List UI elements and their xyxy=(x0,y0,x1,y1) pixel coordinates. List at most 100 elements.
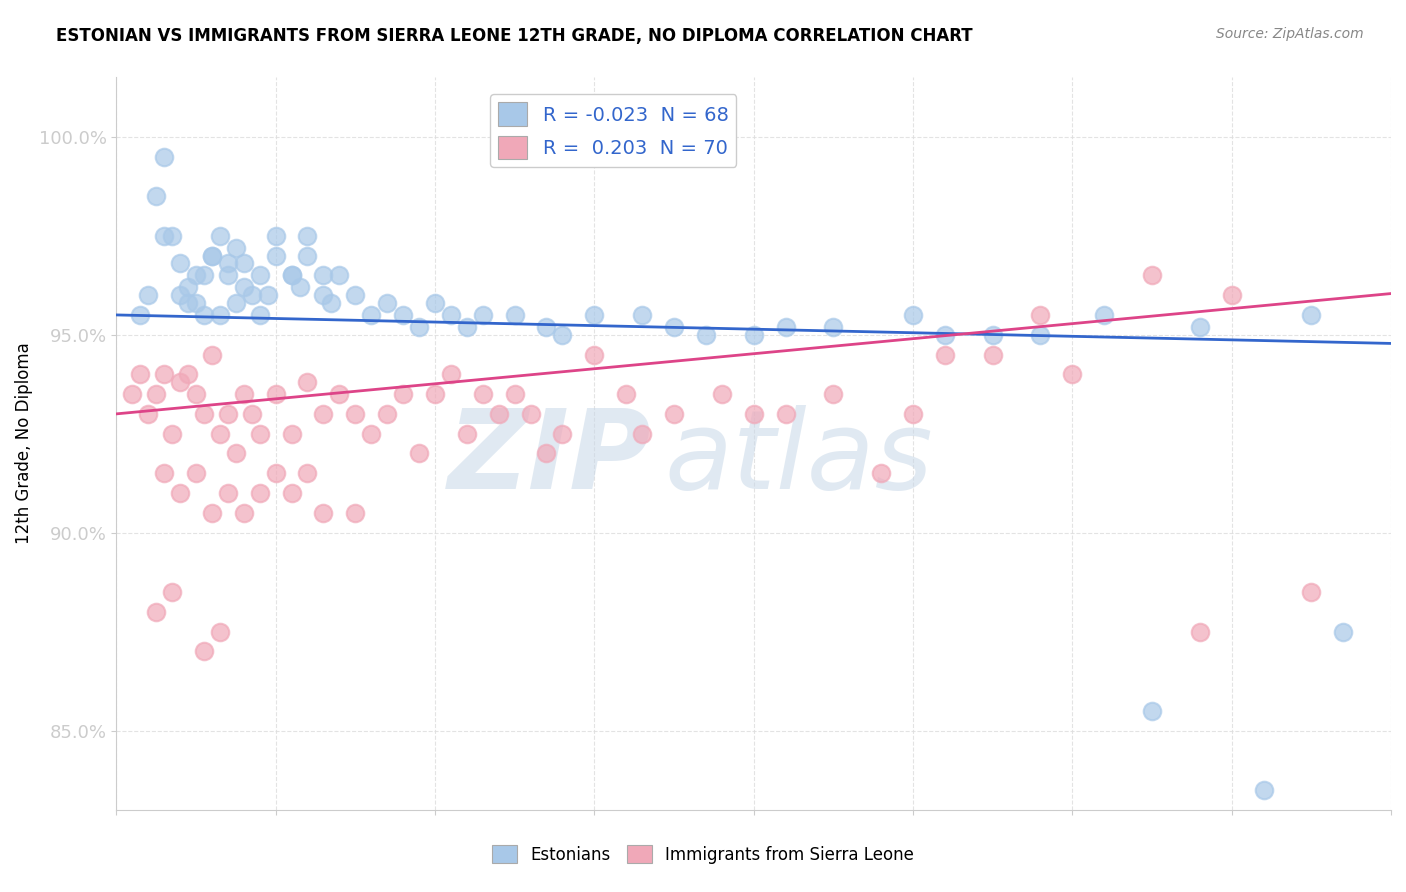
Point xyxy=(375,296,398,310)
Point xyxy=(160,585,183,599)
Point xyxy=(934,327,956,342)
Point xyxy=(1301,308,1323,322)
Point xyxy=(328,268,350,283)
Point xyxy=(249,268,271,283)
Point xyxy=(297,467,319,481)
Point xyxy=(503,387,526,401)
Point xyxy=(662,319,685,334)
Point xyxy=(742,327,765,342)
Point xyxy=(408,319,430,334)
Point xyxy=(321,296,343,310)
Point xyxy=(193,308,215,322)
Point xyxy=(440,368,463,382)
Point xyxy=(934,347,956,361)
Point xyxy=(631,426,654,441)
Y-axis label: 12th Grade, No Diploma: 12th Grade, No Diploma xyxy=(15,343,32,544)
Point xyxy=(1220,288,1243,302)
Point xyxy=(232,256,254,270)
Point xyxy=(614,387,637,401)
Point xyxy=(184,296,207,310)
Point xyxy=(375,407,398,421)
Point xyxy=(280,268,302,283)
Point xyxy=(823,319,845,334)
Point xyxy=(901,407,924,421)
Legend: Estonians, Immigrants from Sierra Leone: Estonians, Immigrants from Sierra Leone xyxy=(485,838,921,871)
Point xyxy=(145,189,167,203)
Point xyxy=(408,446,430,460)
Point xyxy=(695,327,717,342)
Point xyxy=(360,308,382,322)
Point xyxy=(1062,368,1084,382)
Point xyxy=(1188,624,1211,639)
Point xyxy=(249,486,271,500)
Point xyxy=(1092,308,1115,322)
Point xyxy=(456,319,478,334)
Point xyxy=(256,288,278,302)
Point xyxy=(153,467,176,481)
Point xyxy=(217,268,239,283)
Point xyxy=(312,407,335,421)
Point xyxy=(184,268,207,283)
Point xyxy=(631,308,654,322)
Point xyxy=(1029,327,1052,342)
Point xyxy=(145,387,167,401)
Point xyxy=(217,486,239,500)
Point xyxy=(232,387,254,401)
Point xyxy=(344,407,367,421)
Point xyxy=(240,407,263,421)
Point xyxy=(662,407,685,421)
Point xyxy=(392,308,415,322)
Point xyxy=(264,248,287,262)
Point xyxy=(129,308,152,322)
Point xyxy=(264,467,287,481)
Text: atlas: atlas xyxy=(665,405,934,512)
Point xyxy=(536,319,558,334)
Point xyxy=(208,426,231,441)
Point xyxy=(232,280,254,294)
Point xyxy=(981,347,1004,361)
Point xyxy=(225,446,247,460)
Point xyxy=(208,308,231,322)
Point xyxy=(208,624,231,639)
Point xyxy=(392,387,415,401)
Point xyxy=(240,288,263,302)
Point xyxy=(232,506,254,520)
Point xyxy=(201,248,224,262)
Point xyxy=(344,288,367,302)
Point xyxy=(1140,268,1163,283)
Point xyxy=(145,605,167,619)
Point xyxy=(217,256,239,270)
Point xyxy=(201,506,224,520)
Point xyxy=(136,407,159,421)
Point xyxy=(1331,624,1354,639)
Legend: R = -0.023  N = 68, R =  0.203  N = 70: R = -0.023 N = 68, R = 0.203 N = 70 xyxy=(491,95,737,167)
Point xyxy=(423,387,446,401)
Point xyxy=(440,308,463,322)
Point xyxy=(249,426,271,441)
Point xyxy=(1253,783,1275,797)
Point xyxy=(153,150,176,164)
Point xyxy=(264,228,287,243)
Point xyxy=(775,319,797,334)
Point xyxy=(153,368,176,382)
Point xyxy=(184,387,207,401)
Point xyxy=(121,387,143,401)
Point xyxy=(710,387,733,401)
Point xyxy=(456,426,478,441)
Point xyxy=(249,308,271,322)
Point xyxy=(169,486,191,500)
Point xyxy=(823,387,845,401)
Point xyxy=(423,296,446,310)
Point xyxy=(583,347,606,361)
Point xyxy=(160,426,183,441)
Point xyxy=(193,644,215,658)
Point xyxy=(169,375,191,389)
Point xyxy=(551,426,574,441)
Point xyxy=(1140,704,1163,718)
Point xyxy=(870,467,893,481)
Point xyxy=(177,280,200,294)
Point xyxy=(775,407,797,421)
Point xyxy=(328,387,350,401)
Point xyxy=(225,241,247,255)
Point xyxy=(901,308,924,322)
